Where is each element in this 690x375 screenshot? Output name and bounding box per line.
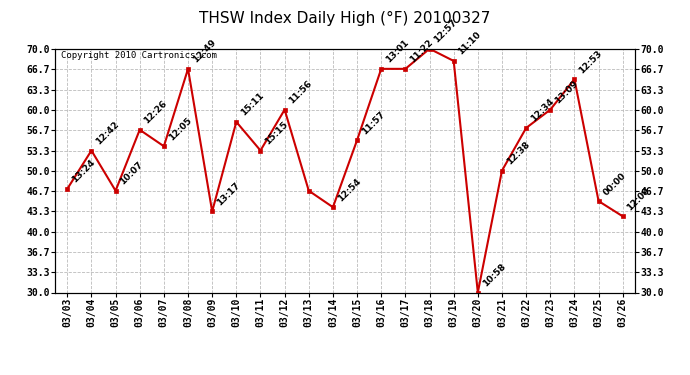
Text: 12:54: 12:54 (336, 176, 362, 203)
Text: 11:57: 11:57 (360, 109, 386, 136)
Text: 11:56: 11:56 (288, 79, 314, 105)
Text: 10:58: 10:58 (481, 262, 507, 288)
Text: 12:42: 12:42 (95, 120, 121, 146)
Text: 15:11: 15:11 (239, 91, 266, 118)
Text: 12:26: 12:26 (143, 99, 169, 126)
Text: THSW Index Daily High (°F) 20100327: THSW Index Daily High (°F) 20100327 (199, 11, 491, 26)
Text: 12:53: 12:53 (578, 48, 604, 75)
Text: 00:00: 00:00 (602, 171, 628, 197)
Text: 12:05: 12:05 (167, 116, 193, 142)
Text: 11:22: 11:22 (408, 38, 435, 65)
Text: 12:49: 12:49 (191, 38, 217, 65)
Text: 15:15: 15:15 (264, 120, 290, 146)
Text: 11:10: 11:10 (457, 30, 483, 57)
Text: 13:24: 13:24 (70, 158, 97, 185)
Text: Copyright 2010 Cartronics.com: Copyright 2010 Cartronics.com (61, 51, 217, 60)
Text: 13:17: 13:17 (215, 181, 242, 207)
Text: 13:09: 13:09 (553, 79, 580, 105)
Text: 10:07: 10:07 (119, 160, 145, 187)
Text: 12:00: 12:00 (626, 186, 652, 212)
Text: 13:01: 13:01 (384, 38, 411, 65)
Text: 12:34: 12:34 (529, 97, 555, 124)
Text: 12:57: 12:57 (433, 18, 459, 45)
Text: 12:38: 12:38 (505, 140, 531, 166)
